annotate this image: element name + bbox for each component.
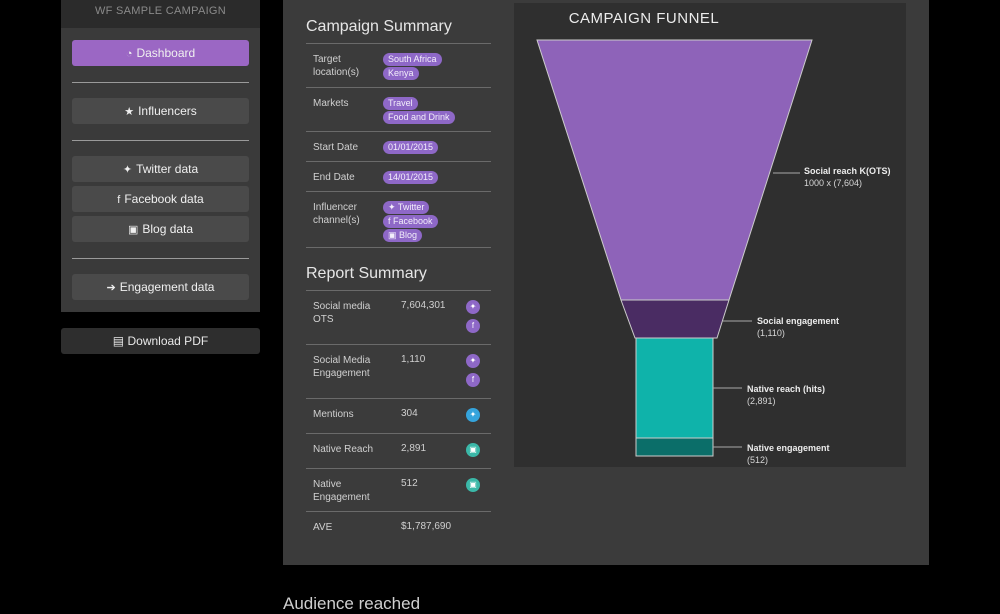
row-value: 7,604,301 [401, 300, 446, 311]
row-label: Native Reach [313, 444, 374, 455]
funnel-chart [536, 39, 813, 457]
facebook-data-button[interactable]: f Facebook data [72, 186, 249, 212]
dashboard-button[interactable]: ◔ Dashboard [72, 40, 249, 66]
funnel-label: Native engagement (512) [747, 442, 830, 466]
table-row: Mentions 304 ✦ [306, 398, 491, 433]
channel-tag: f Facebook [383, 215, 438, 228]
sign-in-icon: ➔ [106, 282, 116, 294]
row-label: Start Date [313, 142, 359, 153]
stage-value: (1,110) [757, 328, 785, 338]
table-row: Influencer channel(s) ✦ Twitter f Faceboo… [306, 191, 491, 248]
twitter-icon: ✦ [466, 408, 480, 422]
row-label: AVE [313, 522, 333, 533]
star-icon: ★ [124, 106, 135, 118]
stage-name: Social engagement [757, 316, 840, 326]
report-summary-table: Social media OTS 7,604,301 ✦ f Social Med… [306, 290, 491, 540]
file-pdf-icon: ▤ [112, 334, 125, 348]
table-row: Native Reach 2,891 ▣ [306, 433, 491, 468]
facebook-data-label: Facebook data [124, 192, 204, 206]
facebook-icon: f [466, 373, 480, 387]
stage-value: (512) [747, 455, 769, 465]
table-row: Native Engagement 512 ▣ [306, 468, 491, 511]
audience-reached-title: Audience reached [283, 594, 421, 613]
facebook-icon: f [466, 319, 480, 333]
stage-name: Social reach K(OTS) [804, 166, 891, 176]
divider [72, 140, 249, 141]
row-label: Markets [313, 98, 349, 109]
row-label: End Date [313, 172, 355, 183]
row-value: 1,110 [401, 354, 426, 365]
stage-value: 1000 x (7,604) [804, 178, 863, 188]
table-row: AVE $1,787,690 [306, 511, 491, 540]
channel-tag: ▣ Blog [383, 229, 423, 242]
campaign-summary-title: Campaign Summary [306, 18, 452, 35]
row-value: 304 [401, 408, 418, 419]
row-label: Social Media Engagement [313, 355, 371, 379]
report-summary-title: Report Summary [306, 265, 427, 282]
engagement-data-button[interactable]: ➔ Engagement data [72, 274, 249, 300]
twitter-data-label: Twitter data [136, 162, 199, 176]
sidebar: WF SAMPLE CAMPAIGN ◔ Dashboard ★ Influence… [61, 0, 260, 312]
divider [72, 82, 249, 83]
twitter-icon: ✦ [122, 164, 133, 176]
table-row: End Date 14/01/2015 [306, 161, 491, 191]
location-tag: Kenya [383, 67, 419, 80]
campaign-funnel: CAMPAIGN FUNNEL Social reach K(OTS) 1000 … [514, 3, 906, 467]
funnel-stage-social-engagement [620, 299, 730, 339]
row-label: Native Engagement [313, 479, 370, 503]
dashboard-label: Dashboard [136, 46, 196, 60]
engagement-data-label: Engagement data [119, 280, 215, 294]
campaign-name: WF SAMPLE CAMPAIGN [61, 0, 260, 28]
row-label: Mentions [313, 409, 354, 420]
funnel-stage-native-reach [635, 337, 714, 439]
start-date-tag: 01/01/2015 [383, 141, 439, 154]
row-value: $1,787,690 [401, 521, 452, 532]
location-tag: South Africa [383, 53, 442, 66]
html5-icon: ▣ [466, 443, 480, 457]
row-label: Social media OTS [313, 301, 371, 325]
funnel-stage-social-reach [536, 39, 813, 301]
twitter-data-button[interactable]: ✦ Twitter data [72, 156, 249, 182]
row-label: Influencer channel(s) [313, 202, 360, 226]
blog-data-label: Blog data [142, 222, 194, 236]
row-label: Target location(s) [313, 54, 360, 78]
twitter-icon: ✦ [466, 354, 480, 368]
stage-value: (2,891) [747, 396, 776, 406]
facebook-icon: f [117, 194, 121, 206]
twitter-icon: ✦ [466, 300, 480, 314]
campaign-summary-table: Target location(s) South Africa Kenya Mar… [306, 43, 491, 248]
table-row: Target location(s) South Africa Kenya [306, 43, 491, 87]
html5-icon: ▣ [127, 224, 139, 236]
channel-tag: ✦ Twitter [383, 201, 430, 214]
divider [72, 258, 249, 259]
funnel-label: Native reach (hits) (2,891) [747, 383, 825, 407]
row-value: 512 [401, 478, 418, 489]
table-row: Social media OTS 7,604,301 ✦ f [306, 290, 491, 344]
stage-name: Native engagement [747, 443, 830, 453]
html5-icon: ▣ [466, 478, 480, 492]
download-pdf-button[interactable]: ▤ Download PDF [61, 328, 260, 354]
funnel-label: Social reach K(OTS) 1000 x (7,604) [804, 165, 891, 189]
funnel-label: Social engagement (1,110) [757, 315, 839, 339]
funnel-title: CAMPAIGN FUNNEL [568, 10, 720, 27]
main-panel: Campaign Summary Target location(s) Sout… [283, 0, 929, 565]
market-tag: Food and Drink [383, 111, 455, 124]
row-value: 2,891 [401, 443, 427, 454]
download-pdf-label: Download PDF [127, 334, 209, 348]
influencers-button[interactable]: ★ Influencers [72, 98, 249, 124]
stage-name: Native reach (hits) [747, 384, 826, 394]
influencers-label: Influencers [138, 104, 197, 118]
market-tag: Travel [383, 97, 418, 110]
blog-data-button[interactable]: ▣ Blog data [72, 216, 249, 242]
table-row: Start Date 01/01/2015 [306, 131, 491, 161]
table-row: Social Media Engagement 1,110 ✦ f [306, 344, 491, 398]
dashboard-icon: ◔ [125, 48, 133, 60]
funnel-stage-native-engagement [635, 437, 714, 457]
table-row: Markets Travel Food and Drink [306, 87, 491, 131]
end-date-tag: 14/01/2015 [383, 171, 439, 184]
